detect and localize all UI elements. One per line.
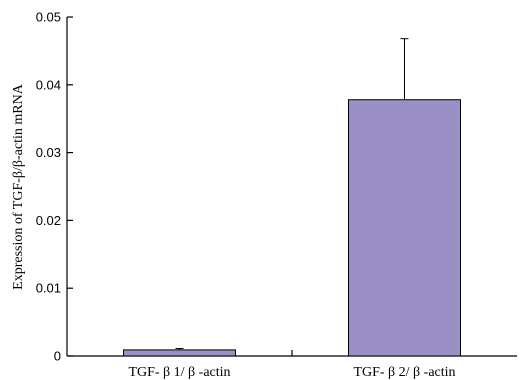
- y-axis-title: Expression of TGF-β/β-actin mRNA: [11, 83, 26, 290]
- plot-area: 0 0.01 0.02 0.03 0.04 0.05 TGF- β 1/ β -actin…: [36, 10, 517, 380]
- y-tick-label: 0.01: [36, 281, 61, 296]
- y-tick-label: 0: [54, 349, 61, 364]
- x-tick-label: TGF- β 2/ β -actin: [353, 365, 455, 380]
- bars: [123, 99, 461, 357]
- x-tick-label: TGF- β 1/ β -actin: [128, 365, 230, 380]
- y-ticks: 0 0.01 0.02 0.03 0.04 0.05: [36, 10, 73, 364]
- y-tick-label: 0.03: [36, 145, 61, 160]
- x-ticks: TGF- β 1/ β -actin TGF- β 2/ β -actin: [128, 350, 456, 380]
- y-tick-label: 0.02: [36, 213, 61, 228]
- y-tick-label: 0.05: [36, 10, 61, 25]
- error-bars: [175, 38, 409, 350]
- y-tick-label: 0.04: [36, 77, 61, 92]
- bar: [348, 99, 461, 357]
- bar: [123, 349, 236, 357]
